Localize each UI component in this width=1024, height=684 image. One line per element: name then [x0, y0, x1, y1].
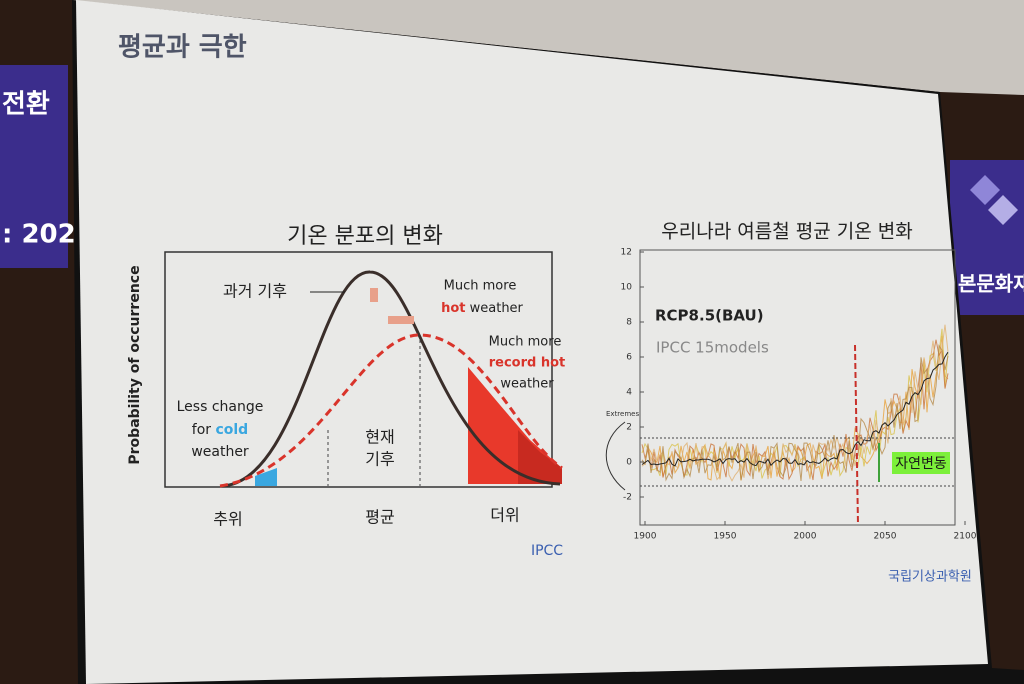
scenario: RCP8.5(BAU) [655, 307, 764, 325]
annotation: Much more [489, 335, 562, 350]
shift-arrow [370, 288, 378, 302]
x-label: 평균 [365, 508, 394, 527]
slide-title: 평균과 극한 [118, 33, 247, 63]
model-run [641, 339, 949, 481]
banner-icon [988, 195, 1018, 225]
band-label-box [892, 452, 950, 474]
model-mean [641, 351, 949, 467]
annotation: 과거 기후 [223, 282, 287, 301]
banner-text: 전환 [2, 90, 50, 120]
x-label: 추위 [213, 510, 242, 529]
y-tick-label: 0 [626, 458, 632, 468]
annotation: 기후 [365, 450, 394, 469]
y-tick-label: 4 [626, 388, 632, 398]
present-line [854, 344, 859, 526]
cold-area [255, 468, 277, 486]
y-tick-label: 6 [626, 353, 632, 363]
banner-text: 본문화재 [958, 272, 1024, 296]
x-tick-label: 2100 [954, 532, 977, 542]
annotation: for cold [192, 422, 248, 438]
chart-title: 기온 분포의 변화 [287, 224, 443, 249]
y-tick-label: -2 [623, 493, 632, 503]
model-run [641, 344, 949, 482]
slide [76, 0, 988, 684]
source: IPCC [531, 543, 563, 559]
inset-curve [605, 421, 626, 491]
ceiling [72, 0, 1024, 95]
x-tick-label: 2050 [874, 532, 897, 542]
annotation: hot weather [441, 301, 523, 316]
model-spread [641, 324, 949, 482]
banner-text: : 202 [2, 220, 76, 250]
source: 국립기상과학원 [888, 570, 972, 585]
x-label: 더위 [490, 506, 519, 525]
models: IPCC 15models [656, 339, 769, 357]
left-banner [0, 65, 68, 268]
annotation-part: cold [215, 422, 248, 438]
y-tick-label: 2 [626, 423, 632, 433]
chart-frame [164, 251, 553, 488]
annotation-part: weather [470, 301, 524, 316]
axis-label: Probability of occurrence [127, 265, 143, 464]
band-label: 자연변동 [895, 456, 947, 472]
y-tick-label: 10 [621, 283, 633, 293]
x-tick-label: 1900 [634, 532, 657, 542]
annotation: weather [191, 444, 249, 460]
inset-label: Extremes [606, 410, 639, 418]
annotation: record hot [489, 356, 566, 371]
chart-title: 우리나라 여름철 평균 기온 변화 [661, 221, 912, 243]
annotation-part: hot [441, 301, 465, 316]
banner-icon [970, 175, 1000, 205]
annotation: weather [500, 377, 554, 392]
past-curve [219, 270, 561, 488]
chart-frame [639, 249, 956, 526]
annotation: Much more [444, 279, 517, 294]
y-tick-label: 12 [621, 248, 632, 258]
annotation: Less change [177, 399, 264, 415]
shift-arrow [388, 316, 414, 324]
annotation-part: for [192, 422, 211, 438]
record-area [518, 430, 562, 484]
present-curve [219, 333, 563, 488]
annotation: 현재 [365, 428, 394, 447]
x-tick-label: 1950 [714, 532, 737, 542]
y-tick-label: 8 [626, 318, 632, 328]
x-tick-label: 2000 [794, 532, 817, 542]
